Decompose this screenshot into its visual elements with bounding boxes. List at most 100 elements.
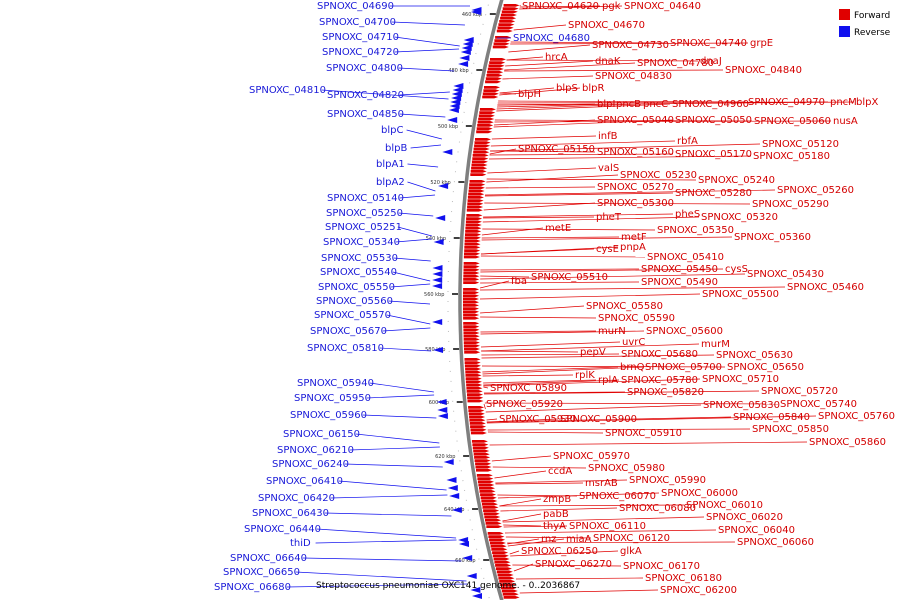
forward-gene-label[interactable]: SPNOXC_05320 [701, 212, 778, 223]
forward-gene-label[interactable]: SPNOXC_04740 [670, 38, 747, 49]
forward-gene-label[interactable]: SPNOXC_05170 [675, 149, 752, 160]
forward-gene-label[interactable]: SPNOXC_06020 [706, 512, 783, 523]
forward-gene-label[interactable]: SPNOXC_05150 [518, 144, 595, 155]
forward-gene-label[interactable]: SPNOXC_06250 [521, 546, 598, 557]
forward-gene-label[interactable]: valS [598, 163, 619, 174]
forward-gene-label[interactable]: cysS [725, 264, 748, 275]
forward-gene-label[interactable]: SPNOXC_04640 [624, 1, 701, 12]
forward-gene-label[interactable]: blpX [856, 97, 878, 108]
forward-gene-label[interactable]: SPNOXC_06060 [737, 537, 814, 548]
forward-gene-label[interactable]: SPNOXC_05840 [733, 412, 810, 423]
forward-gene-label[interactable]: zmpB [543, 494, 571, 505]
forward-gene-label[interactable]: SPNOXC_05990 [629, 475, 706, 486]
forward-gene-label[interactable]: SPNOXC_06010 [686, 500, 763, 511]
reverse-gene-label[interactable]: thiD [290, 538, 311, 549]
reverse-gene-label[interactable]: SPNOXC_06640 [230, 553, 307, 564]
forward-gene-label[interactable]: SPNOXC_04670 [568, 20, 645, 31]
forward-gene-label[interactable]: SPNOXC_05500 [702, 289, 779, 300]
reverse-gene-label[interactable]: SPNOXC_05540 [320, 267, 397, 278]
forward-gene-label[interactable]: SPNOXC_06080 [619, 503, 696, 514]
reverse-gene-label[interactable]: SPNOXC_04800 [326, 63, 403, 74]
forward-gene-label[interactable]: SPNOXC_06270 [535, 559, 612, 570]
forward-gene-label[interactable]: SPNOXC_05830 [703, 400, 780, 411]
forward-gene-label[interactable]: SPNOXC_05290 [752, 199, 829, 210]
reverse-gene-label[interactable]: SPNOXC_05550 [318, 282, 395, 293]
reverse-gene-label[interactable]: SPNOXC_06210 [277, 445, 354, 456]
forward-gene-label[interactable]: SPNOXC_05180 [753, 151, 830, 162]
forward-gene-label[interactable]: SPNOXC_05350 [657, 225, 734, 236]
reverse-gene-label[interactable]: blpC [381, 125, 403, 136]
forward-gene-label[interactable]: SPNOXC_06040 [718, 525, 795, 536]
forward-gene-label[interactable]: SPNOXC_05630 [716, 350, 793, 361]
forward-gene-label[interactable]: blpR [582, 83, 604, 94]
forward-gene-label[interactable]: SPNOXC_05270 [597, 182, 674, 193]
forward-gene-label[interactable]: SPNOXC_05890 [490, 383, 567, 394]
forward-gene-label[interactable]: SPNOXC_04780 [637, 58, 714, 69]
forward-gene-label[interactable]: SPNOXC_04620 [522, 1, 599, 12]
reverse-gene-label[interactable]: SPNOXC_05950 [294, 393, 371, 404]
forward-gene-label[interactable]: SPNOXC_05700 [645, 362, 722, 373]
forward-gene-label[interactable]: pabB [543, 509, 569, 520]
forward-gene-label[interactable]: miaA [566, 534, 592, 545]
forward-gene-label[interactable]: SPNOXC_05980 [588, 463, 665, 474]
reverse-gene-label[interactable]: SPNOXC_05530 [321, 253, 398, 264]
forward-gene-label[interactable]: SPNOXC_05450 [641, 264, 718, 275]
forward-gene-label[interactable]: SPNOXC_05920 [486, 399, 563, 410]
forward-gene-label[interactable]: SPNOXC_05280 [675, 188, 752, 199]
forward-gene-label[interactable]: SPNOXC_05050 [675, 115, 752, 126]
forward-gene-label[interactable]: dnaK [595, 56, 621, 67]
forward-gene-label[interactable]: metF [621, 232, 647, 243]
forward-gene-label[interactable]: msrAB [585, 478, 618, 489]
forward-gene-label[interactable]: SPNOXC_06120 [593, 533, 670, 544]
forward-gene-label[interactable]: SPNOXC_05120 [762, 139, 839, 150]
forward-gene-label[interactable]: SPNOXC_05430 [747, 269, 824, 280]
forward-gene-label[interactable]: pgk [602, 1, 621, 12]
forward-gene-label[interactable]: hrcA [545, 52, 568, 63]
forward-gene-label[interactable]: SPNOXC_04730 [592, 40, 669, 51]
forward-gene-label[interactable]: murN [598, 326, 626, 337]
reverse-gene-label[interactable]: SPNOXC_05340 [323, 237, 400, 248]
forward-gene-label[interactable]: SPNOXC_05850 [752, 424, 829, 435]
forward-gene-label[interactable]: SPNOXC_05230 [620, 170, 697, 181]
forward-gene-label[interactable]: pncM [830, 97, 857, 108]
reverse-gene-label[interactable]: SPNOXC_06680 [214, 582, 291, 593]
forward-gene-label[interactable]: rbfA [677, 136, 698, 147]
forward-gene-label[interactable]: SPNOXC_05160 [597, 147, 674, 158]
forward-gene-label[interactable]: nusA [833, 116, 858, 127]
forward-gene-label[interactable]: SPNOXC_05760 [818, 411, 895, 422]
forward-gene-label[interactable]: SPNOXC_05910 [605, 428, 682, 439]
forward-gene-label[interactable]: SPNOXC_06070 [579, 491, 656, 502]
forward-gene-label[interactable]: blpS [556, 83, 578, 94]
forward-gene-label[interactable]: SPNOXC_05580 [586, 301, 663, 312]
forward-gene-label[interactable]: pnpA [620, 242, 646, 253]
forward-gene-label[interactable]: SPNOXC_06200 [660, 585, 737, 596]
forward-gene-label[interactable]: SPNOXC_05260 [777, 185, 854, 196]
reverse-gene-label[interactable]: SPNOXC_05960 [290, 410, 367, 421]
reverse-gene-label[interactable]: SPNOXC_04820 [327, 90, 404, 101]
reverse-gene-label[interactable]: SPNOXC_05140 [327, 193, 404, 204]
reverse-gene-label[interactable]: SPNOXC_05810 [307, 343, 384, 354]
reverse-gene-label[interactable]: SPNOXC_06410 [266, 476, 343, 487]
forward-gene-label[interactable]: murM [701, 339, 730, 350]
forward-gene-label[interactable]: SPNOXC_05410 [647, 252, 724, 263]
forward-gene-label[interactable]: glkA [620, 546, 642, 557]
forward-gene-label[interactable]: SPNOXC_05460 [787, 282, 864, 293]
forward-gene-label[interactable]: pheS [675, 209, 700, 220]
reverse-gene-label[interactable]: SPNOXC_04850 [327, 109, 404, 120]
reverse-gene-label[interactable]: SPNOXC_04690 [317, 1, 394, 12]
reverse-gene-label[interactable]: SPNOXC_04720 [322, 47, 399, 58]
forward-gene-label[interactable]: dnaJ [700, 56, 722, 67]
forward-gene-label[interactable]: SPNOXC_05860 [809, 437, 886, 448]
forward-gene-label[interactable]: metE [545, 223, 571, 234]
forward-gene-label[interactable]: pncC [643, 99, 668, 110]
forward-gene-label[interactable]: pncB [616, 99, 641, 110]
forward-gene-label[interactable]: SPNOXC_06170 [623, 561, 700, 572]
forward-gene-label[interactable]: thyA [543, 521, 566, 532]
forward-gene-label[interactable]: SPNOXC_05060 [754, 116, 831, 127]
forward-gene-label[interactable]: blpI [597, 99, 615, 110]
reverse-gene-label[interactable]: SPNOXC_05560 [316, 296, 393, 307]
reverse-gene-label[interactable]: SPNOXC_06150 [283, 429, 360, 440]
forward-gene-label[interactable]: SPNOXC_05650 [727, 362, 804, 373]
forward-gene-label[interactable]: SPNOXC_05680 [621, 349, 698, 360]
forward-gene-label[interactable]: SPNOXC_04960 [672, 99, 749, 110]
